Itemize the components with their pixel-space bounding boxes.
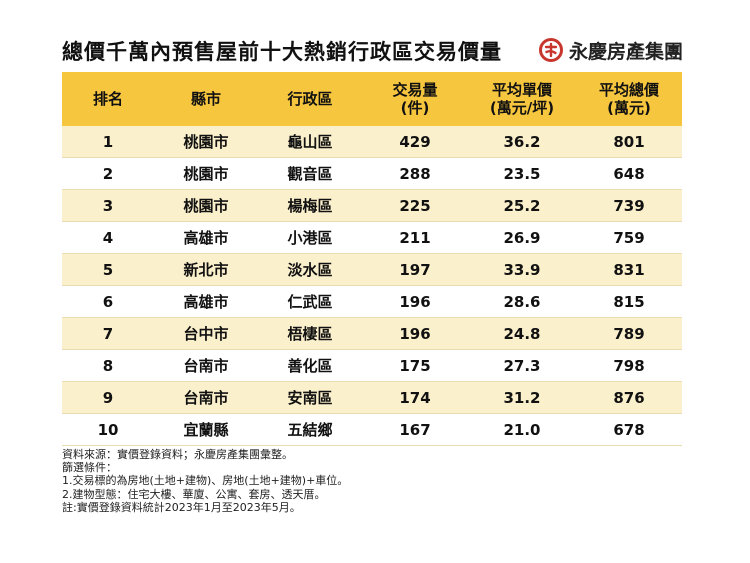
cell-rank: 9 (62, 381, 154, 414)
cell-district: 龜山區 (258, 126, 362, 158)
cell-rank: 1 (62, 126, 154, 158)
cell-district: 楊梅區 (258, 189, 362, 222)
note-filter-heading: 篩選條件： (62, 461, 117, 475)
cell-total-price: 739 (576, 189, 682, 222)
cell-city: 宜蘭縣 (154, 413, 258, 446)
page-title: 總價千萬內預售屋前十大熱銷行政區交易價量 (62, 40, 502, 64)
cell-unit-price: 21.0 (468, 413, 576, 446)
cell-unit-price: 28.6 (468, 285, 576, 318)
brand-logo: 永慶房產集團 (538, 36, 683, 64)
cell-volume: 167 (362, 413, 468, 446)
cell-rank: 2 (62, 157, 154, 190)
table-row: 7 台中市 梧棲區 196 24.8 789 (62, 317, 682, 350)
cell-unit-price: 36.2 (468, 126, 576, 158)
cell-volume: 429 (362, 126, 468, 158)
table-row: 10 宜蘭縣 五結鄉 167 21.0 678 (62, 413, 682, 446)
cell-volume: 175 (362, 349, 468, 382)
cell-city: 新北市 (154, 253, 258, 286)
header-unit-price: 平均單價 (萬元/坪) (468, 72, 576, 126)
cell-volume: 211 (362, 221, 468, 254)
cell-rank: 3 (62, 189, 154, 222)
cell-total-price: 815 (576, 285, 682, 318)
cell-unit-price: 33.9 (468, 253, 576, 286)
cell-city: 台南市 (154, 381, 258, 414)
cell-unit-price: 24.8 (468, 317, 576, 350)
cell-rank: 5 (62, 253, 154, 286)
note-period: 註:實價登錄資料統計2023年1月至2023年5月。 (62, 500, 301, 514)
table-row: 3 桃園市 楊梅區 225 25.2 739 (62, 189, 682, 222)
cell-unit-price: 25.2 (468, 189, 576, 222)
cell-district: 安南區 (258, 381, 362, 414)
cell-district: 善化區 (258, 349, 362, 382)
cell-rank: 6 (62, 285, 154, 318)
sales-table: 排名 縣市 行政區 交易量 (件) 平均單價 (萬元/坪) 平均總價 (萬元) 1 桃… (62, 72, 682, 446)
cell-total-price: 801 (576, 126, 682, 158)
cell-volume: 225 (362, 189, 468, 222)
cell-rank: 4 (62, 221, 154, 254)
table-row: 5 新北市 淡水區 197 33.9 831 (62, 253, 682, 286)
cell-district: 五結鄉 (258, 413, 362, 446)
header-city: 縣市 (154, 72, 258, 126)
cell-total-price: 678 (576, 413, 682, 446)
cell-city: 台南市 (154, 349, 258, 382)
cell-city: 高雄市 (154, 221, 258, 254)
brand-mark-icon (539, 38, 563, 62)
cell-city: 台中市 (154, 317, 258, 350)
cell-rank: 7 (62, 317, 154, 350)
cell-total-price: 876 (576, 381, 682, 414)
cell-total-price: 648 (576, 157, 682, 190)
cell-district: 梧棲區 (258, 317, 362, 350)
brand-name: 永慶房產集團 (569, 40, 684, 63)
table-header-row: 排名 縣市 行政區 交易量 (件) 平均單價 (萬元/坪) 平均總價 (萬元) (62, 72, 682, 126)
cell-city: 桃園市 (154, 189, 258, 222)
cell-total-price: 789 (576, 317, 682, 350)
table-row: 9 台南市 安南區 174 31.2 876 (62, 381, 682, 414)
cell-city: 桃園市 (154, 126, 258, 158)
cell-unit-price: 23.5 (468, 157, 576, 190)
cell-city: 桃園市 (154, 157, 258, 190)
cell-district: 仁武區 (258, 285, 362, 318)
cell-district: 觀音區 (258, 157, 362, 190)
cell-city: 高雄市 (154, 285, 258, 318)
header-rank: 排名 (62, 72, 154, 126)
cell-total-price: 759 (576, 221, 682, 254)
note-source: 資料來源：實價登錄資料；永慶房產集團彙整。 (62, 448, 293, 461)
cell-rank: 8 (62, 349, 154, 382)
cell-total-price: 831 (576, 253, 682, 286)
header-district: 行政區 (258, 72, 362, 126)
cell-volume: 288 (362, 157, 468, 190)
table-row: 2 桃園市 觀音區 288 23.5 648 (62, 157, 682, 190)
table-row: 6 高雄市 仁武區 196 28.6 815 (62, 285, 682, 318)
cell-volume: 174 (362, 381, 468, 414)
note-filter-2: 2.建物型態：住宅大樓、華廈、公寓、套房、透天厝。 (62, 487, 326, 501)
table-row: 8 台南市 善化區 175 27.3 798 (62, 349, 682, 382)
note-filter-1: 1.交易標的為房地(土地+建物)、房地(土地+建物)+車位。 (62, 474, 349, 488)
cell-unit-price: 31.2 (468, 381, 576, 414)
header-total-price: 平均總價 (萬元) (576, 72, 682, 126)
header-volume: 交易量 (件) (362, 72, 468, 126)
cell-total-price: 798 (576, 349, 682, 382)
cell-rank: 10 (62, 413, 154, 446)
table-row: 4 高雄市 小港區 211 26.9 759 (62, 221, 682, 254)
cell-unit-price: 26.9 (468, 221, 576, 254)
cell-volume: 196 (362, 317, 468, 350)
cell-district: 淡水區 (258, 253, 362, 286)
cell-district: 小港區 (258, 221, 362, 254)
cell-volume: 196 (362, 285, 468, 318)
footnotes: 資料來源：實價登錄資料；永慶房產集團彙整。 篩選條件： 1.交易標的為房地(土地… (62, 448, 348, 514)
cell-unit-price: 27.3 (468, 349, 576, 382)
table-row: 1 桃園市 龜山區 429 36.2 801 (62, 126, 682, 158)
cell-volume: 197 (362, 253, 468, 286)
